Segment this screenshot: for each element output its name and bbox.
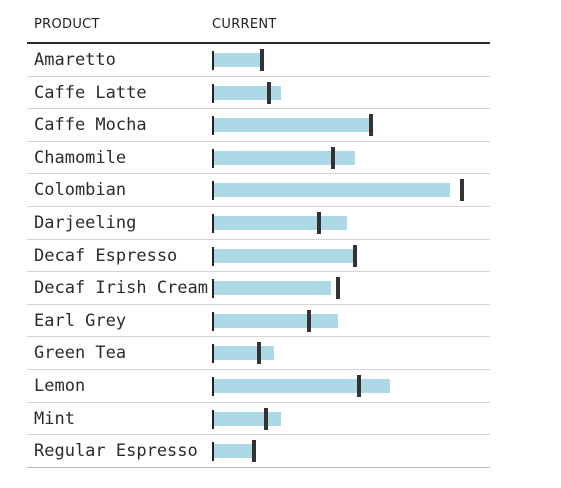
bar-baseline	[212, 213, 214, 233]
table-header: PRODUCT CURRENT	[27, 0, 490, 44]
value-bar	[214, 248, 357, 263]
target-marker	[266, 81, 271, 104]
product-label: Colombian	[34, 180, 127, 201]
value-bar	[214, 378, 391, 393]
table-row: Mint	[27, 403, 490, 436]
bar-baseline	[212, 51, 214, 70]
value-bar	[214, 183, 450, 198]
bar-baseline	[212, 83, 214, 103]
table-row: Green Tea	[27, 337, 490, 370]
bar-baseline	[212, 116, 214, 136]
bar-baseline	[212, 442, 214, 462]
table-row: Earl Grey	[27, 305, 490, 338]
target-marker	[335, 277, 340, 300]
target-marker	[252, 440, 257, 463]
product-label: Darjeeling	[34, 212, 137, 233]
product-label: Earl Grey	[34, 310, 127, 331]
target-marker	[316, 211, 321, 234]
product-label: Caffe Mocha	[34, 115, 147, 136]
bar-baseline	[212, 344, 214, 364]
product-label: Chamomile	[34, 147, 127, 168]
value-bar	[214, 85, 281, 100]
target-marker	[257, 342, 262, 365]
target-marker	[352, 244, 357, 267]
product-label: Lemon	[34, 375, 86, 396]
product-label: Caffe Latte	[34, 82, 147, 103]
target-marker	[259, 49, 264, 71]
product-label: Decaf Espresso	[34, 245, 178, 266]
bullet-chart-rows: Amaretto Caffe Latte Caffe Mocha Chamomile C…	[27, 44, 490, 468]
bar-baseline	[212, 279, 214, 299]
table-row: Lemon	[27, 370, 490, 403]
value-bar	[214, 313, 338, 328]
target-marker	[459, 179, 464, 202]
product-label: Green Tea	[34, 343, 127, 364]
table-row: Caffe Mocha	[27, 109, 490, 142]
current-column-header: CURRENT	[212, 17, 277, 32]
product-label: Regular Espresso	[34, 441, 198, 462]
table-row: Decaf Irish Cream	[27, 272, 490, 305]
bar-baseline	[212, 181, 214, 201]
table-row: Caffe Latte	[27, 77, 490, 110]
table-row: Chamomile	[27, 142, 490, 175]
table-row: Amaretto	[27, 44, 490, 77]
bar-baseline	[212, 311, 214, 331]
value-bar	[214, 411, 281, 426]
target-marker	[369, 114, 374, 137]
product-column-header: PRODUCT	[34, 17, 100, 32]
target-marker	[264, 407, 269, 430]
product-label: Amaretto	[34, 50, 116, 70]
table-row: Decaf Espresso	[27, 240, 490, 273]
value-bar	[214, 118, 372, 133]
target-marker	[307, 309, 312, 332]
value-bar	[214, 150, 355, 165]
bar-baseline	[212, 409, 214, 429]
bar-baseline	[212, 376, 214, 396]
target-marker	[331, 146, 336, 169]
value-bar	[214, 346, 274, 361]
value-bar	[214, 215, 348, 230]
table-row: Darjeeling	[27, 207, 490, 240]
value-bar	[214, 444, 253, 459]
value-bar	[214, 53, 262, 67]
table-row: Colombian	[27, 174, 490, 207]
product-label: Mint	[34, 408, 75, 429]
bar-baseline	[212, 148, 214, 168]
bar-baseline	[212, 246, 214, 266]
value-bar	[214, 281, 331, 296]
table-row: Regular Espresso	[27, 435, 490, 468]
target-marker	[357, 374, 362, 397]
product-label: Decaf Irish Cream	[34, 278, 208, 299]
